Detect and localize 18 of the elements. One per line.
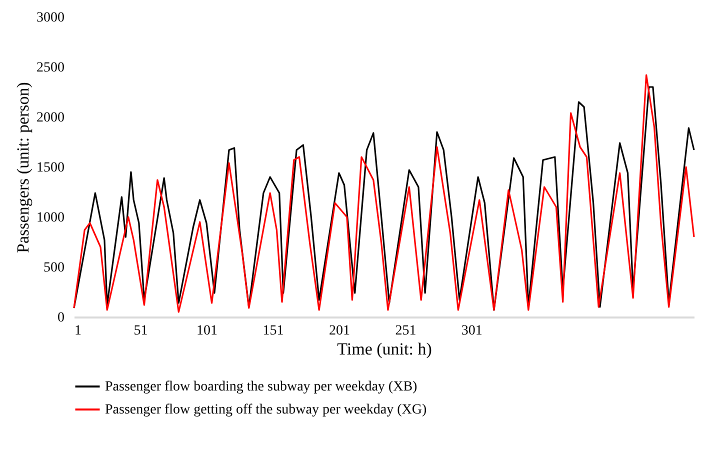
x-tick-label: 51 [134, 324, 148, 338]
y-tick-label: 500 [44, 260, 64, 276]
legend-label: Passenger flow getting off the subway per weekday (XG) [105, 402, 427, 418]
x-tick-label: 151 [262, 324, 284, 338]
y-axis-title: Passengers (unit: person) [14, 82, 32, 253]
y-tick-label: 1500 [36, 160, 64, 176]
y-tick-label: 2500 [36, 60, 64, 76]
x-tick-label: 301 [461, 324, 482, 338]
y-tick-label: 1000 [36, 210, 64, 226]
x-axis-title: Time (unit: h) [337, 340, 432, 358]
y-tick-label: 0 [58, 310, 64, 326]
y-tick-label: 3000 [36, 10, 64, 26]
x-tick-label: 251 [395, 324, 416, 338]
x-tick-label: 101 [196, 324, 218, 338]
x-tick-label: 201 [328, 324, 350, 338]
y-tick-label: 2000 [36, 110, 64, 126]
legend-label: Passenger flow boarding the subway per weekday (XB) [105, 380, 418, 394]
x-tick-label: 1 [74, 324, 82, 338]
